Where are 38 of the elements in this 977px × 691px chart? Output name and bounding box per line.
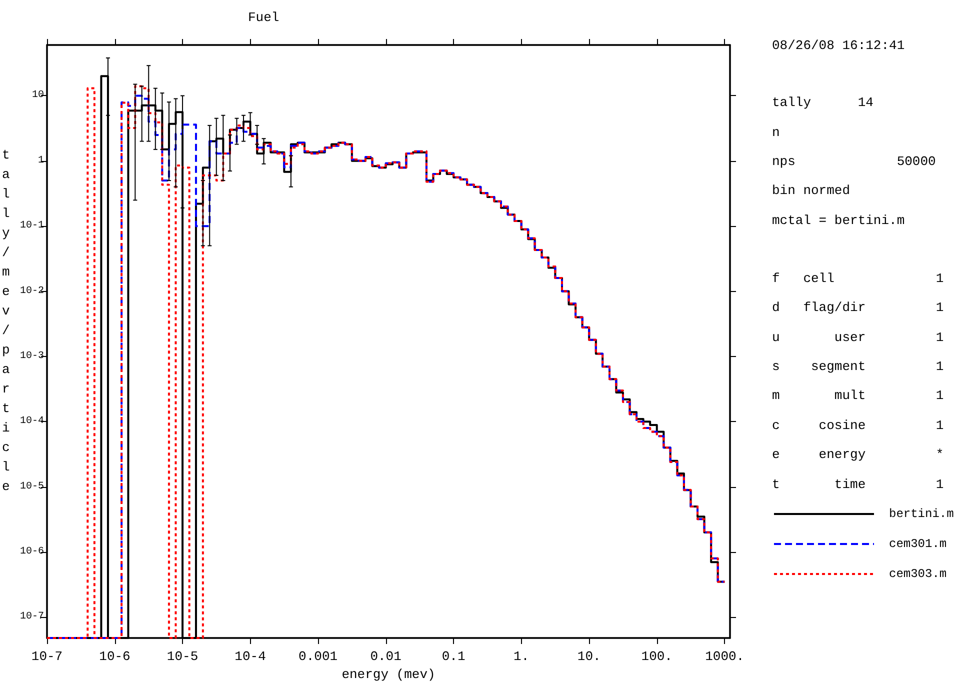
x-tick-label: 10-4 xyxy=(234,649,266,664)
y-tick-label: 10-6 xyxy=(20,546,44,558)
chart-title: Fuel xyxy=(248,10,280,25)
x-tick-label: 10. xyxy=(577,649,601,664)
y-tick-label: 10-2 xyxy=(20,286,44,297)
text: s segment 1 xyxy=(772,359,944,374)
text: cem301.m xyxy=(889,537,947,551)
text: u user 1 xyxy=(772,330,944,345)
text: d flag/dir 1 xyxy=(772,300,944,315)
text: e energy * xyxy=(772,447,944,462)
text: m mult 1 xyxy=(772,388,944,403)
x-tick-label: 0.01 xyxy=(370,649,402,664)
y-tick-label: 10 xyxy=(32,90,44,102)
text: f cell 1 xyxy=(772,271,944,286)
x-tick-label: 10-6 xyxy=(99,649,130,664)
text: cem303.m xyxy=(889,567,947,581)
y-tick-label: 10-5 xyxy=(20,481,44,492)
x-tick-label: 100. xyxy=(641,649,672,664)
text: mctal = bertini.m xyxy=(772,213,905,228)
text: t time 1 xyxy=(772,477,944,492)
y-tick-label: 10-3 xyxy=(20,350,44,362)
x-tick-label: 10-5 xyxy=(166,649,198,664)
y-tick-label: 10-4 xyxy=(20,416,44,428)
y-tick-label: 10-1 xyxy=(20,220,44,232)
x-tick-label: 1000. xyxy=(705,649,744,664)
x-tick-label: 0.1 xyxy=(442,649,466,664)
text: tally 14 xyxy=(772,95,874,110)
x-tick-label: 1. xyxy=(514,649,530,664)
y-tick-label: 10-7 xyxy=(20,612,44,623)
text: bin normed xyxy=(772,183,850,198)
text: nps 50000 xyxy=(772,154,936,169)
text: bertini.m xyxy=(889,507,954,521)
text: n xyxy=(772,125,780,140)
text: 08/26/08 16:12:41 xyxy=(772,38,905,53)
text: tally/mev/particle xyxy=(2,147,10,494)
text: c cosine 1 xyxy=(772,418,944,433)
x-axis-title: energy (mev) xyxy=(342,667,436,682)
x-tick-label: 0.001 xyxy=(298,649,338,664)
